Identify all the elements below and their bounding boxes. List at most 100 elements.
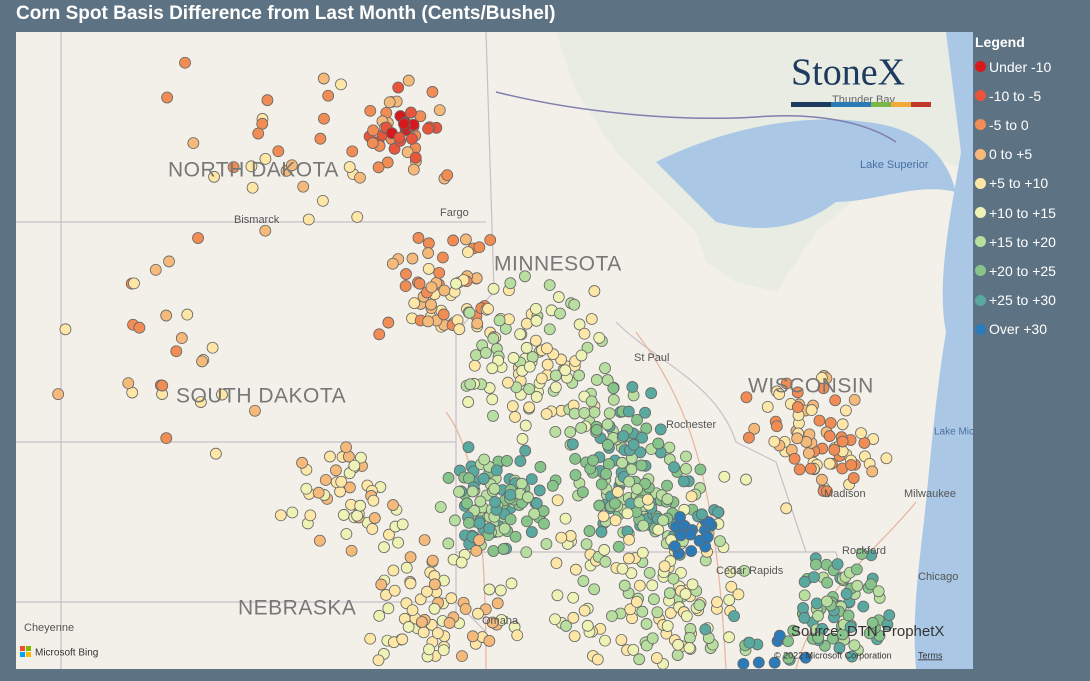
- location-dot[interactable]: [179, 56, 191, 69]
- location-dot[interactable]: [493, 314, 506, 327]
- location-dot[interactable]: [770, 420, 783, 433]
- location-dot[interactable]: [408, 297, 421, 310]
- location-dot[interactable]: [478, 453, 491, 466]
- legend-item[interactable]: 0 to +5: [975, 140, 1056, 169]
- location-dot[interactable]: [464, 378, 477, 391]
- location-dot[interactable]: [383, 96, 396, 109]
- location-dot[interactable]: [823, 457, 836, 470]
- location-dot[interactable]: [643, 567, 656, 579]
- location-dot[interactable]: [382, 316, 395, 329]
- location-dot[interactable]: [297, 180, 310, 193]
- location-dot[interactable]: [519, 419, 532, 432]
- location-dot[interactable]: [845, 459, 858, 471]
- location-dot[interactable]: [847, 472, 860, 484]
- location-dot[interactable]: [462, 246, 474, 259]
- location-dot[interactable]: [813, 414, 826, 427]
- location-dot[interactable]: [449, 514, 461, 527]
- location-dot[interactable]: [540, 408, 553, 420]
- location-dot[interactable]: [663, 587, 676, 600]
- location-dot[interactable]: [848, 393, 861, 406]
- location-dot[interactable]: [541, 358, 554, 371]
- location-dot[interactable]: [541, 342, 553, 355]
- location-dot[interactable]: [791, 432, 804, 445]
- location-dot[interactable]: [487, 410, 499, 422]
- location-dot[interactable]: [883, 609, 896, 622]
- location-dot[interactable]: [399, 280, 412, 292]
- location-dot[interactable]: [640, 618, 653, 630]
- location-dot[interactable]: [724, 566, 737, 578]
- location-dot[interactable]: [568, 298, 581, 311]
- location-dot[interactable]: [723, 594, 736, 606]
- location-dot[interactable]: [627, 438, 640, 451]
- location-dot[interactable]: [514, 328, 527, 341]
- location-dot[interactable]: [564, 426, 577, 438]
- location-dot[interactable]: [423, 643, 435, 656]
- location-dot[interactable]: [654, 423, 667, 436]
- location-dot[interactable]: [368, 512, 381, 524]
- location-dot[interactable]: [788, 452, 801, 465]
- location-dot[interactable]: [646, 579, 659, 592]
- location-dot[interactable]: [335, 475, 348, 488]
- location-dot[interactable]: [791, 386, 804, 399]
- location-dot[interactable]: [490, 464, 503, 477]
- location-dot[interactable]: [483, 583, 496, 596]
- location-dot[interactable]: [616, 456, 629, 469]
- location-dot[interactable]: [552, 291, 565, 303]
- location-dot[interactable]: [192, 232, 204, 244]
- location-dot[interactable]: [617, 430, 630, 442]
- location-dot[interactable]: [520, 546, 533, 559]
- location-dot[interactable]: [880, 452, 893, 465]
- location-dot[interactable]: [507, 352, 520, 364]
- location-dot[interactable]: [808, 571, 820, 583]
- location-dot[interactable]: [578, 407, 591, 419]
- location-dot[interactable]: [314, 132, 327, 145]
- location-dot[interactable]: [812, 631, 825, 644]
- location-dot[interactable]: [693, 599, 706, 611]
- location-dot[interactable]: [249, 404, 261, 417]
- location-dot[interactable]: [844, 621, 857, 633]
- location-dot[interactable]: [846, 650, 858, 663]
- location-dot[interactable]: [601, 439, 614, 451]
- location-dot[interactable]: [588, 285, 601, 297]
- location-dot[interactable]: [509, 411, 521, 423]
- location-dot[interactable]: [428, 578, 441, 591]
- location-dot[interactable]: [657, 514, 670, 527]
- location-dot[interactable]: [528, 508, 541, 520]
- location-dot[interactable]: [477, 472, 490, 485]
- location-dot[interactable]: [418, 534, 431, 547]
- location-dot[interactable]: [578, 604, 591, 617]
- location-dot[interactable]: [425, 298, 437, 311]
- location-dot[interactable]: [487, 282, 500, 295]
- location-dot[interactable]: [523, 383, 536, 395]
- location-dot[interactable]: [740, 391, 753, 404]
- location-dot[interactable]: [322, 89, 335, 102]
- location-dot[interactable]: [651, 606, 664, 619]
- location-dot[interactable]: [261, 94, 274, 107]
- location-dot[interactable]: [836, 418, 849, 431]
- location-dot[interactable]: [623, 533, 635, 546]
- location-dot[interactable]: [593, 332, 606, 344]
- location-dot[interactable]: [431, 627, 444, 640]
- location-dot[interactable]: [677, 475, 690, 488]
- location-dot[interactable]: [375, 578, 388, 591]
- location-dot[interactable]: [802, 447, 815, 460]
- location-dot[interactable]: [437, 308, 450, 321]
- location-dot[interactable]: [456, 650, 468, 663]
- location-dot[interactable]: [304, 509, 317, 522]
- location-dot[interactable]: [831, 558, 844, 571]
- location-dot[interactable]: [441, 169, 454, 182]
- location-dot[interactable]: [393, 131, 406, 144]
- location-dot[interactable]: [372, 654, 385, 667]
- location-dot[interactable]: [187, 137, 200, 150]
- location-dot[interactable]: [504, 513, 517, 526]
- location-dot[interactable]: [621, 507, 634, 520]
- location-dot[interactable]: [549, 425, 562, 438]
- location-dot[interactable]: [836, 435, 849, 448]
- location-dot[interactable]: [509, 530, 522, 543]
- location-dot[interactable]: [161, 91, 174, 104]
- location-dot[interactable]: [752, 656, 765, 669]
- location-dot[interactable]: [486, 393, 499, 406]
- location-dot[interactable]: [521, 491, 534, 504]
- location-dot[interactable]: [793, 463, 806, 476]
- location-dot[interactable]: [595, 526, 608, 538]
